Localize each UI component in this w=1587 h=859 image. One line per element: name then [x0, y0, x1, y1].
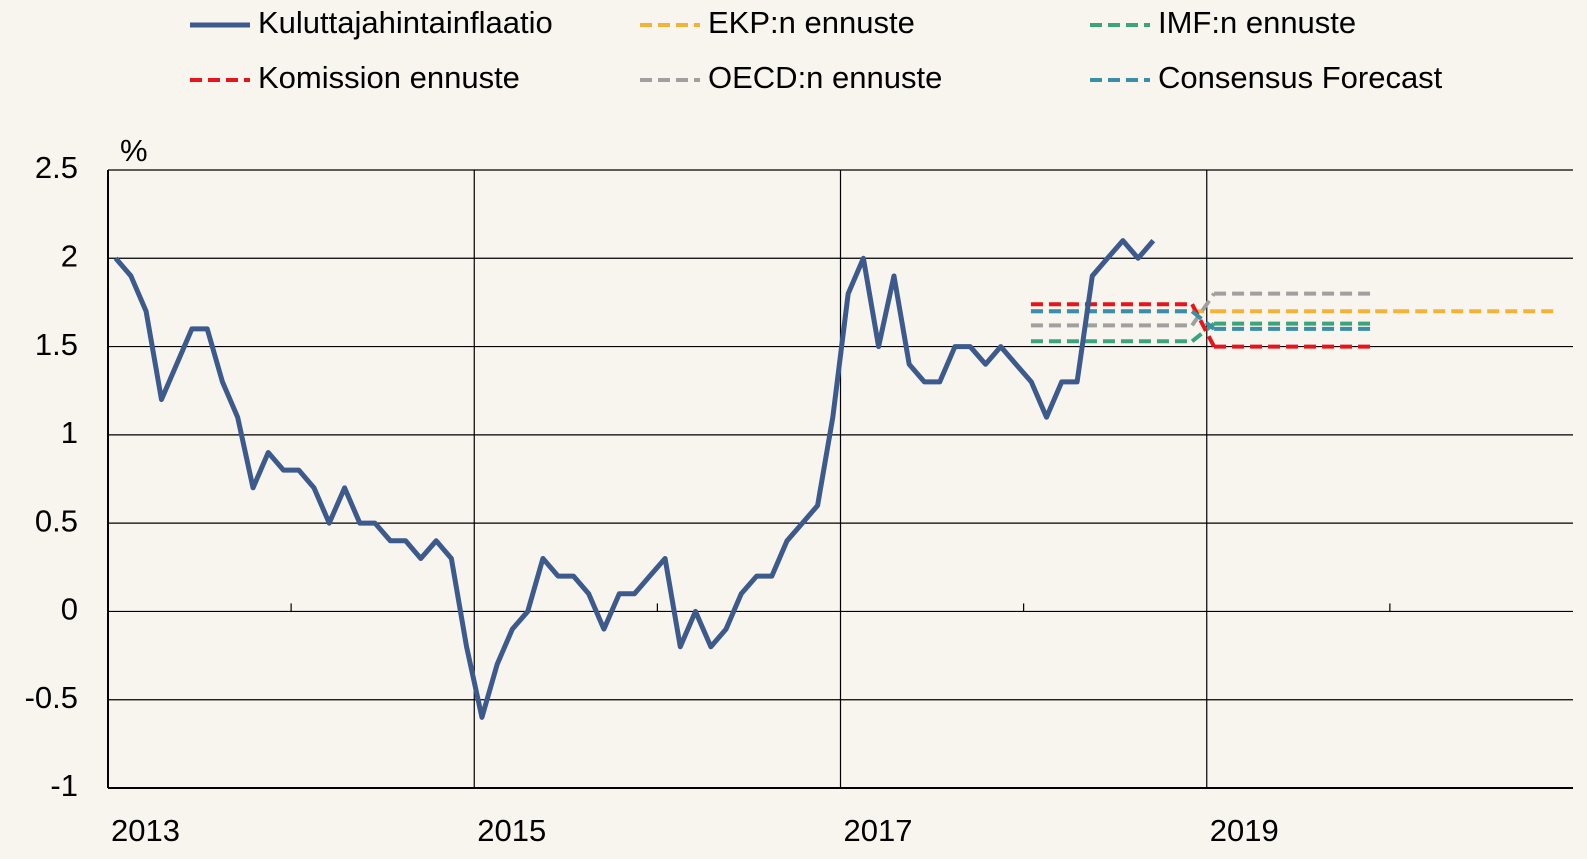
y-tick-label: -0.5	[25, 680, 78, 715]
y-tick-label: -1	[50, 768, 78, 803]
legend-label: EKP:n ennuste	[708, 5, 915, 40]
y-tick-label: 0.5	[35, 503, 78, 538]
y-tick-label: 2	[61, 238, 78, 273]
legend-label: IMF:n ennuste	[1158, 5, 1356, 40]
series-line	[113, 238, 1156, 720]
x-tick-label: 2013	[111, 813, 180, 848]
y-axis-label: %	[120, 133, 148, 168]
x-tick-label: 2017	[844, 813, 913, 848]
forecast-connector	[1190, 292, 1216, 327]
legend-label: Komission ennuste	[258, 60, 520, 95]
y-tick-label: 1.5	[35, 327, 78, 362]
y-tick-label: 0	[61, 592, 78, 627]
x-tick-label: 2019	[1210, 813, 1279, 848]
y-tick-label: 1	[61, 415, 78, 450]
forecast-connector	[1190, 309, 1216, 331]
y-tick-label: 2.5	[35, 150, 78, 185]
legend-label: Kuluttajahintainflaatio	[258, 5, 553, 40]
legend-label: Consensus Forecast	[1158, 60, 1443, 95]
forecast-connector	[1190, 303, 1216, 348]
x-tick-label: 2015	[477, 813, 546, 848]
legend-label: OECD:n ennuste	[708, 60, 942, 95]
